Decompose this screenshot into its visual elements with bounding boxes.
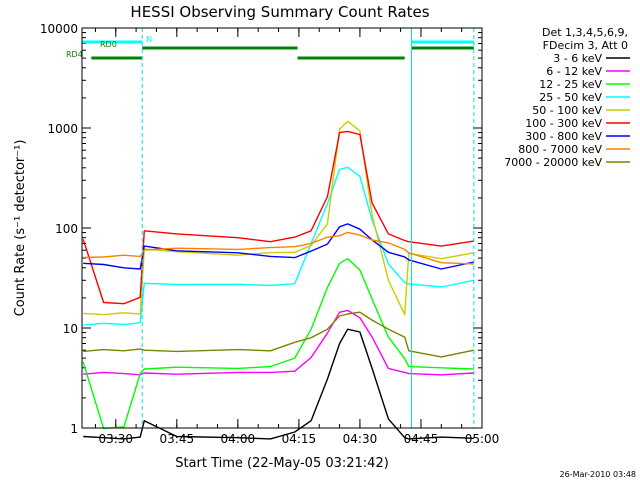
- legend-label: 50 - 100 keV: [532, 104, 602, 117]
- x-tick-label: 03:45: [160, 432, 195, 446]
- y-tick-label: 10000: [40, 22, 78, 36]
- series-line: [83, 311, 475, 358]
- flag-label: N: [146, 35, 152, 44]
- legend-header: Det 1,3,4,5,6,9,: [542, 26, 628, 39]
- flag-label: RD4: [66, 50, 83, 59]
- legend-label: 25 - 50 keV: [539, 91, 602, 104]
- series-line: [83, 120, 475, 316]
- series-line: [82, 130, 475, 305]
- legend-header: FDecim 3, Att 0: [543, 39, 628, 52]
- legend-label: 3 - 6 keV: [553, 52, 602, 65]
- x-tick-label: 04:30: [343, 432, 378, 446]
- x-tick-label: 04:45: [404, 432, 439, 446]
- y-tick-label: 1000: [47, 122, 78, 136]
- x-axis-label: Start Time (22-May-05 03:21:42): [175, 456, 389, 471]
- y-tick-label: 1: [70, 422, 78, 436]
- x-tick-label: 05:00: [465, 432, 500, 446]
- flag-label: RD0: [100, 40, 117, 49]
- legend-label: 300 - 800 keV: [525, 130, 602, 143]
- y-tick-label: 100: [55, 222, 78, 236]
- series-line: [83, 166, 475, 326]
- legend-label: 800 - 7000 keV: [518, 143, 602, 156]
- legend-label: 12 - 25 keV: [539, 78, 602, 91]
- series-line: [82, 258, 474, 430]
- plot-frame: [81, 27, 483, 429]
- y-axis-label: Count Rate (s⁻¹ detector⁻¹): [13, 140, 28, 317]
- series-line: [83, 328, 474, 440]
- series-line: [83, 223, 475, 270]
- y-tick-label: 10: [63, 322, 78, 336]
- x-tick-label: 04:15: [282, 432, 317, 446]
- series-line: [83, 309, 474, 376]
- chart-title: HESSI Observing Summary Count Rates: [130, 3, 429, 21]
- x-tick-label: 04:00: [221, 432, 256, 446]
- series-line: [83, 231, 474, 265]
- legend-label: 6 - 12 keV: [546, 65, 602, 78]
- footer-date: 26-Mar-2010 03:48: [560, 470, 637, 479]
- legend-label: 100 - 300 keV: [525, 117, 602, 130]
- legend-label: 7000 - 20000 keV: [504, 156, 602, 169]
